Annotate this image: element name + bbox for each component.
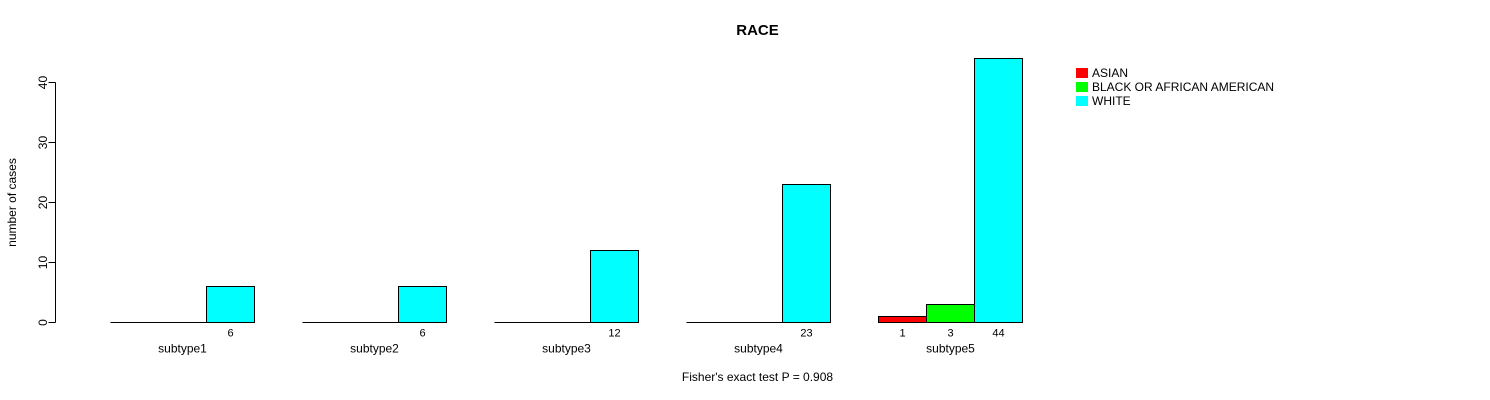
category-label: subtype4 [734,342,783,356]
legend-swatch [1076,68,1088,78]
bar-value-label: 3 [947,328,953,340]
bar [398,286,447,323]
bar [590,250,639,323]
y-axis-title: number of cases [5,158,19,247]
chart-footer: Fisher's exact test P = 0.908 [681,370,834,384]
legend-item-black-or-african-american: BLACK OR AFRICAN AMERICAN [1076,80,1274,94]
y-tick-label: 30 [36,136,50,150]
legend-label: BLACK OR AFRICAN AMERICAN [1092,80,1275,94]
y-tick-label: 20 [36,196,50,210]
y-tick-label: 0 [36,319,50,326]
bar-value-label: 6 [227,328,233,340]
chart-title: RACE [736,22,779,39]
category-label: subtype2 [350,342,399,356]
y-tick-label: 10 [36,256,50,270]
bar-value-label: 1 [899,328,905,340]
bar [974,58,1023,323]
bar [878,316,927,323]
category-label: subtype3 [542,342,591,356]
legend-item-asian: ASIAN [1076,66,1274,80]
bar [926,304,975,323]
legend-item-white: WHITE [1076,94,1274,108]
category-label: subtype1 [158,342,207,356]
legend-swatch [1076,82,1088,92]
y-tick-label: 40 [36,76,50,90]
category-label: subtype5 [926,342,975,356]
legend-label: ASIAN [1092,66,1129,80]
legend-label: WHITE [1092,94,1131,108]
legend: ASIAN BLACK OR AFRICAN AMERICAN WHITE [1076,66,1274,108]
bar-value-label: 12 [608,328,620,340]
bar [206,286,255,323]
legend-swatch [1076,96,1088,106]
bar-value-label: 23 [800,328,812,340]
bar [782,184,831,323]
bar-value-label: 44 [992,328,1004,340]
bar-value-label: 6 [419,328,425,340]
